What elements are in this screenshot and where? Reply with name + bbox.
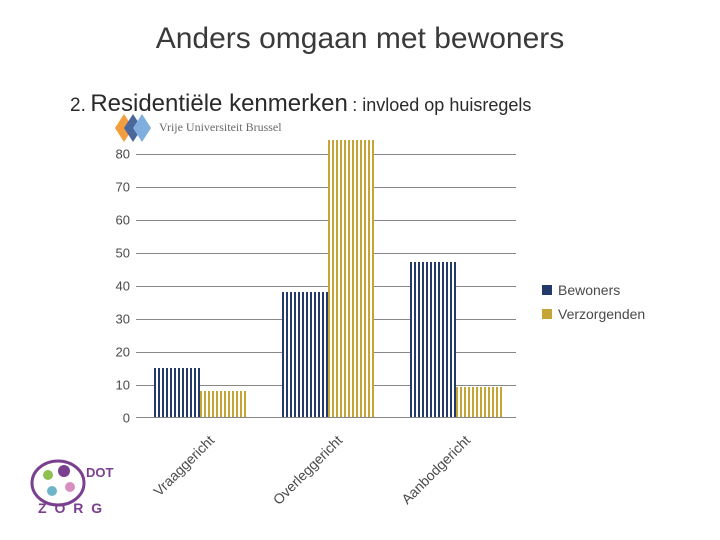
bar <box>410 262 456 417</box>
gridline <box>136 220 516 221</box>
y-tick-label: 30 <box>100 312 130 327</box>
y-tick-label: 20 <box>100 345 130 360</box>
y-tick-label: 40 <box>100 279 130 294</box>
bar <box>282 292 328 417</box>
bar <box>154 368 200 418</box>
bar-chart: 01020304050607080 Bewoners Verzorgenden V… <box>100 154 680 514</box>
legend-item: Bewoners <box>542 282 682 298</box>
svg-text:Vrije Universiteit Brussel: Vrije Universiteit Brussel <box>159 120 282 134</box>
legend-label: Bewoners <box>558 282 620 298</box>
y-tick-label: 10 <box>100 378 130 393</box>
bar <box>200 391 246 417</box>
x-tick-label: Overleggericht <box>263 432 345 514</box>
y-tick-label: 0 <box>100 411 130 426</box>
gridline <box>136 187 516 188</box>
bar <box>456 387 502 417</box>
gridline <box>136 253 516 254</box>
slide: Anders omgaan met bewoners 2. Residentië… <box>0 0 720 540</box>
plot-area: 01020304050607080 <box>136 154 516 418</box>
legend-swatch <box>542 309 552 319</box>
vub-logo: Vrije Universiteit Brussel <box>115 110 285 151</box>
bar <box>328 140 374 417</box>
title-text: Anders omgaan met bewoners <box>156 22 565 55</box>
y-tick-label: 80 <box>100 147 130 162</box>
legend-label: Verzorgenden <box>558 306 645 322</box>
legend-swatch <box>542 285 552 295</box>
legend-item: Verzorgenden <box>542 306 682 322</box>
gridline <box>136 286 516 287</box>
subtitle-tail: : invloed op huisregels <box>352 95 531 115</box>
y-tick-label: 50 <box>100 246 130 261</box>
legend: Bewoners Verzorgenden <box>542 282 682 330</box>
y-tick-label: 60 <box>100 213 130 228</box>
page-title: Anders omgaan met bewoners <box>0 22 720 56</box>
gridline <box>136 154 516 155</box>
x-tick-label: Aanbodgericht <box>391 432 473 514</box>
x-tick-label: Vraaggericht <box>135 432 217 514</box>
subtitle-number: 2. <box>70 95 86 116</box>
svg-text:Z O R G: Z O R G <box>38 500 104 516</box>
y-tick-label: 70 <box>100 180 130 195</box>
